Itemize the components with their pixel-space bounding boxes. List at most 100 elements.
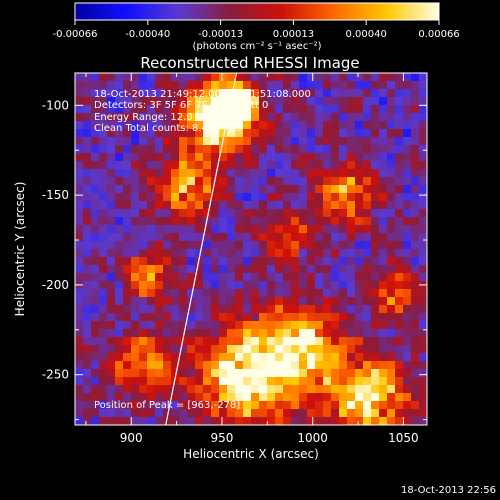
heatmap-cell bbox=[323, 281, 332, 290]
heatmap-cell bbox=[171, 337, 180, 346]
heatmap-cell bbox=[403, 113, 412, 122]
heatmap-cell bbox=[355, 401, 364, 410]
heatmap-cell bbox=[155, 273, 164, 282]
heatmap-cell bbox=[315, 369, 324, 378]
heatmap-cell bbox=[315, 217, 324, 226]
heatmap-cell bbox=[291, 289, 300, 298]
heatmap-cell bbox=[219, 241, 228, 250]
heatmap-cell bbox=[315, 177, 324, 186]
heatmap-cell bbox=[307, 209, 316, 218]
heatmap-cell bbox=[219, 353, 228, 362]
heatmap-cell bbox=[99, 105, 108, 114]
heatmap-cell bbox=[259, 289, 268, 298]
heatmap-cell bbox=[291, 409, 300, 418]
heatmap-cell bbox=[235, 153, 244, 162]
heatmap-cell bbox=[91, 153, 100, 162]
heatmap-cell bbox=[387, 297, 396, 306]
heatmap-cell bbox=[419, 233, 427, 242]
heatmap-cell bbox=[331, 273, 340, 282]
heatmap-cell bbox=[315, 161, 324, 170]
heatmap-cell bbox=[307, 265, 316, 274]
heatmap-cell bbox=[107, 289, 116, 298]
heatmap-cell bbox=[283, 329, 292, 338]
heatmap-cell bbox=[275, 145, 284, 154]
heatmap-cell bbox=[75, 105, 84, 114]
heatmap-cell bbox=[315, 105, 324, 114]
heatmap-cell bbox=[331, 153, 340, 162]
heatmap-cell bbox=[251, 177, 260, 186]
heatmap-cell bbox=[227, 289, 236, 298]
heatmap-cell bbox=[323, 225, 332, 234]
heatmap-cell bbox=[83, 305, 92, 314]
heatmap-cell bbox=[323, 241, 332, 250]
heatmap-cell bbox=[139, 321, 148, 330]
heatmap-cell bbox=[259, 409, 268, 418]
heatmap-cell bbox=[171, 113, 180, 122]
heatmap-cell bbox=[347, 281, 356, 290]
heatmap-cell bbox=[363, 129, 372, 138]
heatmap-cell bbox=[211, 329, 220, 338]
heatmap-cell bbox=[275, 281, 284, 290]
heatmap-cell bbox=[99, 297, 108, 306]
heatmap-cell bbox=[395, 257, 404, 266]
heatmap-cell bbox=[91, 97, 100, 106]
heatmap-cell bbox=[131, 193, 140, 202]
heatmap-cell bbox=[123, 289, 132, 298]
heatmap-cell bbox=[347, 273, 356, 282]
heatmap-cell bbox=[163, 297, 172, 306]
heatmap-cell bbox=[267, 145, 276, 154]
heatmap-cell bbox=[243, 329, 252, 338]
heatmap-cell bbox=[203, 289, 212, 298]
heatmap-cell bbox=[299, 265, 308, 274]
heatmap-cell bbox=[347, 257, 356, 266]
heatmap-cell bbox=[147, 345, 156, 354]
heatmap-cell bbox=[251, 105, 260, 114]
heatmap-cell bbox=[299, 137, 308, 146]
heatmap-cell bbox=[107, 401, 116, 410]
heatmap-cell bbox=[291, 89, 300, 98]
heatmap-cell bbox=[203, 153, 212, 162]
heatmap-cell bbox=[227, 185, 236, 194]
heatmap-cell bbox=[403, 321, 412, 330]
heatmap-cell bbox=[251, 81, 260, 90]
heatmap-cell bbox=[171, 305, 180, 314]
heatmap-cell bbox=[259, 345, 268, 354]
heatmap-cell bbox=[203, 329, 212, 338]
heatmap-cell bbox=[259, 313, 268, 322]
heatmap-cell bbox=[243, 105, 252, 114]
heatmap-cell bbox=[123, 185, 132, 194]
heatmap-cell bbox=[299, 401, 308, 410]
heatmap-cell bbox=[339, 297, 348, 306]
heatmap-cell bbox=[155, 281, 164, 290]
heatmap-cell bbox=[123, 361, 132, 370]
heatmap-cell bbox=[211, 225, 220, 234]
heatmap-cell bbox=[235, 121, 244, 130]
heatmap-cell bbox=[251, 377, 260, 386]
heatmap-cell bbox=[83, 281, 92, 290]
heatmap-cell bbox=[395, 217, 404, 226]
heatmap-cell bbox=[227, 217, 236, 226]
heatmap-cell bbox=[107, 137, 116, 146]
heatmap-cell bbox=[259, 185, 268, 194]
heatmap-cell bbox=[251, 169, 260, 178]
heatmap-cell bbox=[355, 385, 364, 394]
heatmap-cell bbox=[91, 305, 100, 314]
heatmap-cell bbox=[339, 313, 348, 322]
heatmap-cell bbox=[323, 161, 332, 170]
heatmap-cell bbox=[379, 281, 388, 290]
heatmap-cell bbox=[115, 289, 124, 298]
heatmap-cell bbox=[107, 297, 116, 306]
heatmap-cell bbox=[315, 97, 324, 106]
heatmap-cell bbox=[227, 281, 236, 290]
heatmap-cell bbox=[419, 305, 427, 314]
heatmap-cell bbox=[227, 81, 236, 90]
heatmap-cell bbox=[163, 121, 172, 130]
heatmap-cell bbox=[267, 177, 276, 186]
heatmap-cell bbox=[379, 249, 388, 258]
heatmap-cell bbox=[171, 409, 180, 418]
heatmap-cell bbox=[91, 289, 100, 298]
heatmap-cell bbox=[83, 225, 92, 234]
heatmap-cell bbox=[99, 241, 108, 250]
heatmap-cell bbox=[147, 145, 156, 154]
heatmap-cell bbox=[347, 345, 356, 354]
